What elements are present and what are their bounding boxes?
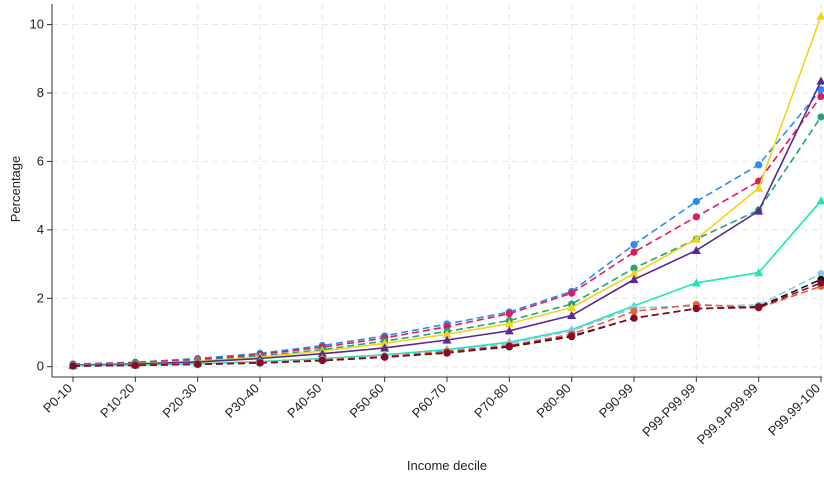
x-tick-label: P99-P99.99 <box>639 381 698 440</box>
data-point <box>567 310 577 320</box>
data-point <box>317 349 327 358</box>
x-tick-label: P10-20 <box>97 381 137 421</box>
series-10 <box>69 279 824 370</box>
data-point <box>131 361 139 369</box>
x-tick-label: P99.9-P99.99 <box>694 381 761 448</box>
x-tick-label: P80-90 <box>534 381 574 421</box>
data-point <box>443 349 451 357</box>
data-point <box>567 303 577 312</box>
data-point <box>380 343 390 352</box>
data-point <box>69 362 77 370</box>
y-tick-label: 8 <box>37 85 44 100</box>
x-tick-label: P70-80 <box>471 381 511 421</box>
data-point <box>504 326 514 335</box>
data-point <box>381 353 389 361</box>
data-point <box>505 310 513 318</box>
data-point <box>630 264 638 272</box>
x-tick-label: P90-99 <box>596 381 636 421</box>
data-point <box>754 183 764 192</box>
data-point <box>691 278 701 287</box>
data-point <box>755 303 763 312</box>
data-point <box>630 314 638 322</box>
data-point <box>318 356 326 365</box>
y-tick-label: 10 <box>30 17 44 32</box>
data-point <box>816 196 824 205</box>
x-tick-label: P60-70 <box>409 381 449 421</box>
data-point <box>817 113 824 121</box>
data-point <box>629 274 639 284</box>
data-point <box>754 206 764 215</box>
data-point <box>568 289 576 297</box>
x-tick-label: P99.99-100 <box>765 381 823 439</box>
series-layer <box>68 11 824 370</box>
data-point <box>380 338 390 348</box>
data-point <box>630 307 638 315</box>
x-tick-label: P30-40 <box>222 381 262 421</box>
x-tick-label: P40-50 <box>284 381 324 421</box>
data-point <box>630 240 638 249</box>
data-point <box>817 85 824 94</box>
data-point <box>817 270 824 278</box>
data-point <box>505 342 513 350</box>
data-point <box>442 329 452 338</box>
data-point <box>692 197 700 206</box>
data-point <box>816 11 824 20</box>
y-tick-label: 4 <box>37 222 44 237</box>
x-tick-label: P50-60 <box>347 381 387 421</box>
y-axis-title: Percentage <box>8 156 23 223</box>
data-point <box>691 245 701 254</box>
data-point <box>816 76 824 85</box>
data-point <box>442 335 452 344</box>
data-point <box>692 213 700 221</box>
x-tick-label: P20-30 <box>160 381 200 421</box>
axes <box>47 4 822 382</box>
y-tick-label: 2 <box>37 290 44 305</box>
data-point <box>256 359 264 367</box>
data-point <box>691 234 701 243</box>
data-point <box>754 268 764 277</box>
data-point <box>568 332 576 340</box>
series-4 <box>68 11 824 369</box>
data-point <box>629 269 639 278</box>
data-point <box>817 279 824 287</box>
y-tick-label: 0 <box>37 359 44 374</box>
x-axis-title: Income decile <box>407 458 487 473</box>
data-point <box>817 92 824 100</box>
y-tick-label: 6 <box>37 153 44 168</box>
x-tick-label: P0-10 <box>40 381 75 416</box>
data-point <box>692 304 700 313</box>
data-point <box>194 360 202 368</box>
data-point <box>504 319 514 328</box>
gridlines <box>52 4 822 377</box>
data-point <box>630 248 638 256</box>
data-point <box>755 161 763 169</box>
